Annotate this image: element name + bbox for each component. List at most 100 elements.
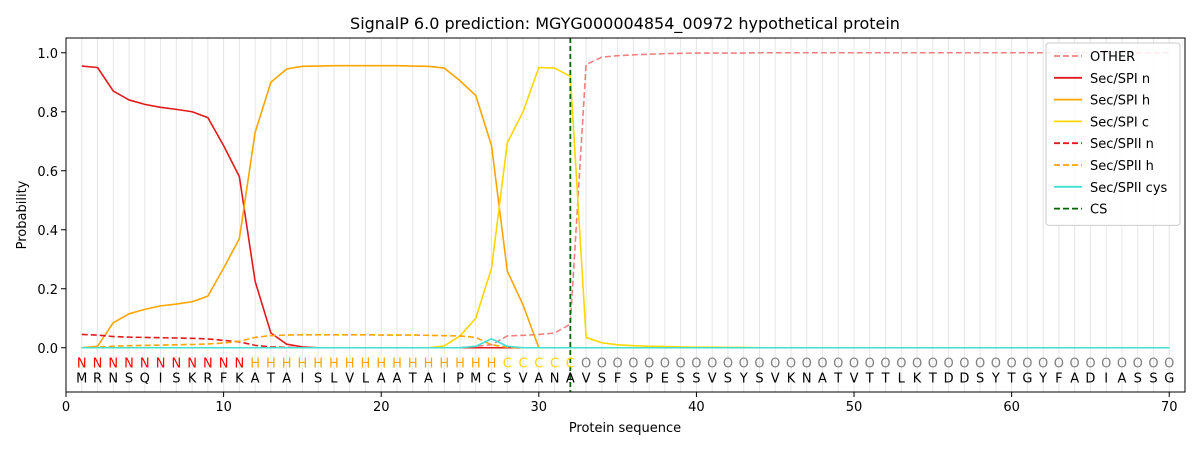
region-label: C — [519, 357, 528, 372]
x-tick-label: 70 — [1161, 400, 1178, 415]
residue-label: S — [172, 371, 180, 386]
residue-label: S — [692, 371, 700, 386]
region-label: H — [392, 357, 402, 372]
residue-label: A — [1118, 371, 1127, 386]
residue-label: A — [377, 371, 386, 386]
region-label: N — [171, 357, 181, 372]
region-label: C — [550, 357, 559, 372]
residue-label: K — [188, 371, 197, 386]
x-tick-label: 20 — [373, 400, 390, 415]
residue-label: P — [645, 371, 653, 386]
region-label: H — [345, 357, 355, 372]
residue-label: N — [550, 371, 560, 386]
residue-label: M — [470, 371, 481, 386]
region-label: O — [1101, 357, 1111, 372]
region-label: N — [187, 357, 197, 372]
residue-label: S — [598, 371, 606, 386]
region-label: O — [581, 357, 591, 372]
x-tick-label: 10 — [215, 400, 232, 415]
residue-label: G — [1022, 371, 1032, 386]
series-line-3 — [81, 66, 1170, 349]
residue-label: Y — [1038, 371, 1047, 386]
residue-label: Y — [991, 371, 1000, 386]
residue-label: I — [300, 371, 304, 386]
legend-label: Sec/SPI c — [1090, 115, 1149, 130]
residue-label: G — [1164, 371, 1174, 386]
region-label: O — [613, 357, 623, 372]
region-label: O — [739, 357, 749, 372]
region-label: H — [266, 357, 276, 372]
legend-box — [1045, 42, 1181, 226]
residue-label: V — [582, 371, 591, 386]
region-label: H — [361, 357, 371, 372]
region-label: O — [865, 357, 875, 372]
residue-label: A — [282, 371, 291, 386]
region-label: O — [1054, 357, 1064, 372]
region-label: O — [849, 357, 859, 372]
residue-label: Y — [739, 371, 748, 386]
residue-label: V — [850, 371, 859, 386]
residue-label: D — [944, 371, 954, 386]
residue-label: L — [330, 371, 338, 386]
residue-label: I — [159, 371, 163, 386]
residue-label: S — [1149, 371, 1157, 386]
residue-label: P — [456, 371, 464, 386]
region-label: O — [1038, 357, 1048, 372]
x-tick-label: 0 — [62, 400, 70, 415]
region-label: O — [833, 357, 843, 372]
region-label: O — [660, 357, 670, 372]
legend-label: CS — [1090, 203, 1107, 218]
residue-label: A — [424, 371, 433, 386]
region-label: H — [376, 357, 386, 372]
region-label: O — [1070, 357, 1080, 372]
residue-label: A — [818, 371, 827, 386]
residue-label: S — [677, 371, 685, 386]
region-label: O — [597, 357, 607, 372]
residue-label: F — [220, 371, 227, 386]
region-label: N — [108, 357, 118, 372]
series-line-5 — [81, 333, 1170, 349]
y-tick-label: 0.0 — [37, 342, 58, 357]
y-tick-label: 0.6 — [37, 165, 58, 180]
residue-label: A — [393, 371, 402, 386]
residue-label: M — [76, 371, 87, 386]
residue-label: I — [442, 371, 446, 386]
region-label: O — [770, 357, 780, 372]
region-label: H — [313, 357, 323, 372]
residue-label: T — [865, 371, 874, 386]
residue-label: E — [661, 371, 669, 386]
y-tick-label: 0.4 — [37, 224, 58, 239]
residue-layer: NMNRNNNSNQNINSNKNRNFNKHAHTHAHIHSHLHVHLHA… — [76, 357, 1174, 387]
residue-label: V — [345, 371, 354, 386]
region-label: O — [991, 357, 1001, 372]
region-label: O — [1133, 357, 1143, 372]
residue-label: S — [125, 371, 133, 386]
region-label: N — [219, 357, 229, 372]
residue-label: R — [93, 371, 102, 386]
residue-label: I — [1104, 371, 1108, 386]
residue-label: L — [362, 371, 370, 386]
legend-label: Sec/SPII cys — [1090, 181, 1168, 196]
region-label: O — [676, 357, 686, 372]
residue-label: D — [959, 371, 969, 386]
residue-label: F — [1055, 371, 1062, 386]
residue-label: N — [108, 371, 118, 386]
region-label: O — [1117, 357, 1127, 372]
y-axis-label: Probability — [15, 180, 30, 249]
residue-label: S — [1134, 371, 1142, 386]
residue-label: T — [1007, 371, 1016, 386]
region-label: C — [534, 357, 543, 372]
region-label: N — [93, 357, 103, 372]
residue-label: D — [1085, 371, 1095, 386]
region-label: N — [124, 357, 134, 372]
region-label: O — [1148, 357, 1158, 372]
region-label: O — [802, 357, 812, 372]
residue-label: L — [898, 371, 906, 386]
region-label: N — [234, 357, 244, 372]
residue-label: S — [503, 371, 511, 386]
x-axis-label: Protein sequence — [569, 421, 681, 436]
region-label: H — [487, 357, 497, 372]
residue-label: A — [1070, 371, 1079, 386]
region-label: O — [975, 357, 985, 372]
